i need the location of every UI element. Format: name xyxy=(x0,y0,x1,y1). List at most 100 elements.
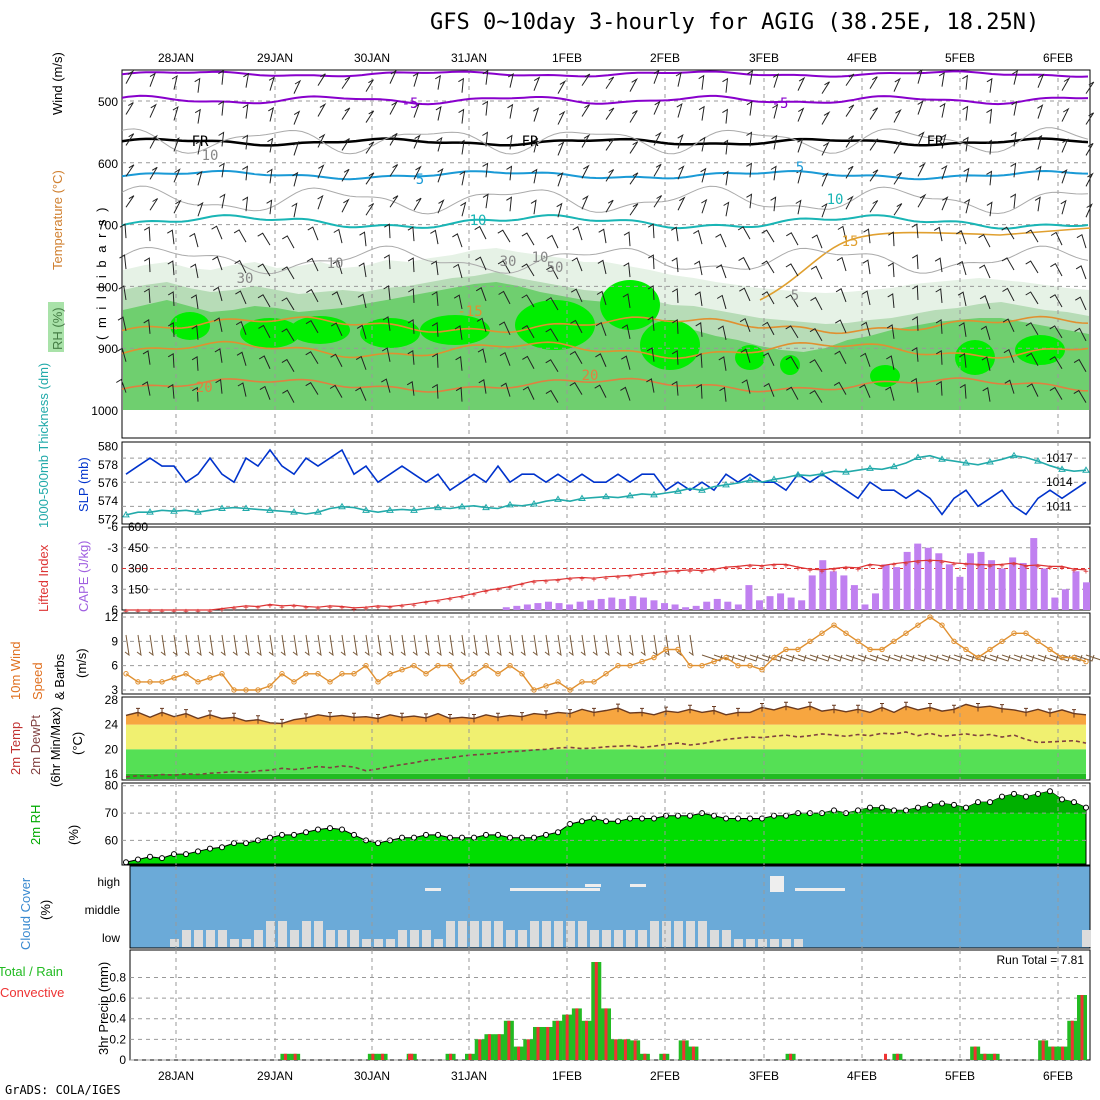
wind-barb xyxy=(556,202,563,218)
cape-bar xyxy=(882,564,890,610)
low-cloud-gap xyxy=(710,930,719,947)
ytick-temp: 28 xyxy=(105,693,119,707)
temp-minmax-bar xyxy=(640,707,644,717)
wind-barb-10m xyxy=(616,634,622,657)
li-marker: + xyxy=(927,557,933,567)
panel-2m-rh: 60 70 80 2m RH (%) xyxy=(28,779,1091,866)
thickness-line-marker xyxy=(338,502,346,510)
wind-barb xyxy=(677,165,685,180)
wind-barb xyxy=(482,131,488,147)
low-cloud-gap xyxy=(446,921,455,947)
wind-barb xyxy=(305,382,319,395)
wind-barb xyxy=(595,353,607,367)
rh-2m-marker xyxy=(531,834,537,841)
wind-speed-marker xyxy=(807,638,813,645)
ytick-temp: 20 xyxy=(105,742,119,756)
wind-speed-marker xyxy=(399,667,405,673)
temp-minmax-bar xyxy=(280,718,284,728)
wind-speed-marker xyxy=(231,687,237,693)
run-total: Run Total = 7.81 xyxy=(996,953,1084,967)
ytick-cape: 450 xyxy=(128,541,148,555)
temp-minmax-bar xyxy=(256,715,260,724)
li-marker: + xyxy=(159,607,165,617)
wind-barb xyxy=(355,355,367,370)
rh-2m-marker xyxy=(567,821,573,827)
wind-barb xyxy=(647,316,655,331)
wind-barb xyxy=(522,355,535,369)
rh-2m-marker xyxy=(471,834,477,841)
date-label-top: 1FEB xyxy=(552,51,582,65)
thickness-line-marker xyxy=(578,494,586,501)
temp-minmax-bar xyxy=(1000,704,1004,713)
ylabel-millibars: ( m i l l i b a r s ) xyxy=(94,206,109,340)
precip-conv-bar xyxy=(1041,1040,1045,1060)
wind-barb xyxy=(293,140,300,156)
precip-conv-bar xyxy=(517,1046,521,1060)
wind-barb-10m xyxy=(208,634,214,657)
wind-barb-10m xyxy=(244,634,250,657)
wind-barb xyxy=(125,195,135,208)
wind-barb xyxy=(437,167,444,183)
contour-label: 10 xyxy=(470,213,487,229)
low-cloud-gap xyxy=(350,930,359,947)
cape-bar xyxy=(629,596,637,610)
rh-cell xyxy=(515,300,595,350)
cape-bar xyxy=(840,575,848,610)
cape-bar xyxy=(724,601,732,610)
wind-barb xyxy=(770,196,777,212)
wind-barb xyxy=(653,163,662,177)
wind-barb xyxy=(499,351,511,366)
ytick-precip: 0.6 xyxy=(109,991,126,1005)
wind-barb xyxy=(143,226,151,242)
wind-barb xyxy=(431,322,439,337)
rh-2m-marker xyxy=(1071,799,1077,806)
wind-barb xyxy=(716,294,727,310)
wind-barb xyxy=(596,290,607,306)
wind-barb xyxy=(723,201,730,217)
cape-bar xyxy=(682,607,690,610)
wind-speed-marker xyxy=(1035,638,1041,645)
rh-2m-marker xyxy=(735,815,741,822)
wind-barb-10m xyxy=(460,634,466,657)
rh-2m-marker xyxy=(351,831,357,838)
wind-speed-marker xyxy=(315,671,321,677)
wind-barb xyxy=(341,198,350,213)
thickness-line-marker xyxy=(1082,466,1090,473)
li-marker: + xyxy=(231,604,237,614)
ytick-li: 0 xyxy=(111,562,118,576)
precip-conv-bar xyxy=(895,1053,899,1060)
wind-barb xyxy=(281,266,295,280)
wind-barb xyxy=(267,137,274,153)
wind-speed-marker xyxy=(375,679,381,685)
temp-minmax-bar xyxy=(424,713,428,722)
temp-minmax-bar xyxy=(376,714,380,723)
wind-barb xyxy=(940,133,947,149)
wind-barb xyxy=(119,223,127,239)
wind-barb xyxy=(1010,193,1016,209)
wind-speed-marker xyxy=(135,679,141,685)
wind-barb xyxy=(407,349,415,365)
low-cloud-gap xyxy=(254,930,263,947)
wind-barb xyxy=(934,257,943,273)
temp-line xyxy=(125,703,1087,725)
temp-minmax-bar xyxy=(232,712,236,722)
rh-2m-marker xyxy=(987,799,993,806)
wind-barb xyxy=(1050,231,1063,246)
precip-conv-bar xyxy=(633,1040,637,1060)
ytick-precip: 0 xyxy=(119,1053,126,1067)
wind-barb xyxy=(1085,112,1095,125)
thickness-line-marker xyxy=(386,506,394,513)
thickness-line-marker xyxy=(170,507,178,514)
wind-barb xyxy=(671,257,679,273)
low-cloud-gap xyxy=(398,930,407,947)
ylabel-thickness: 1000-500mb Thickness (dm) xyxy=(36,363,51,528)
wind-barb xyxy=(862,259,871,275)
wind-barb xyxy=(911,223,919,239)
wind-barb xyxy=(605,199,614,213)
low-cloud-gap xyxy=(326,930,335,947)
wind-barb xyxy=(821,141,830,156)
rh-2m-marker xyxy=(171,851,177,858)
li-marker: + xyxy=(483,588,489,598)
contour-15-lower xyxy=(121,315,1089,335)
wind-barb xyxy=(1049,356,1063,370)
